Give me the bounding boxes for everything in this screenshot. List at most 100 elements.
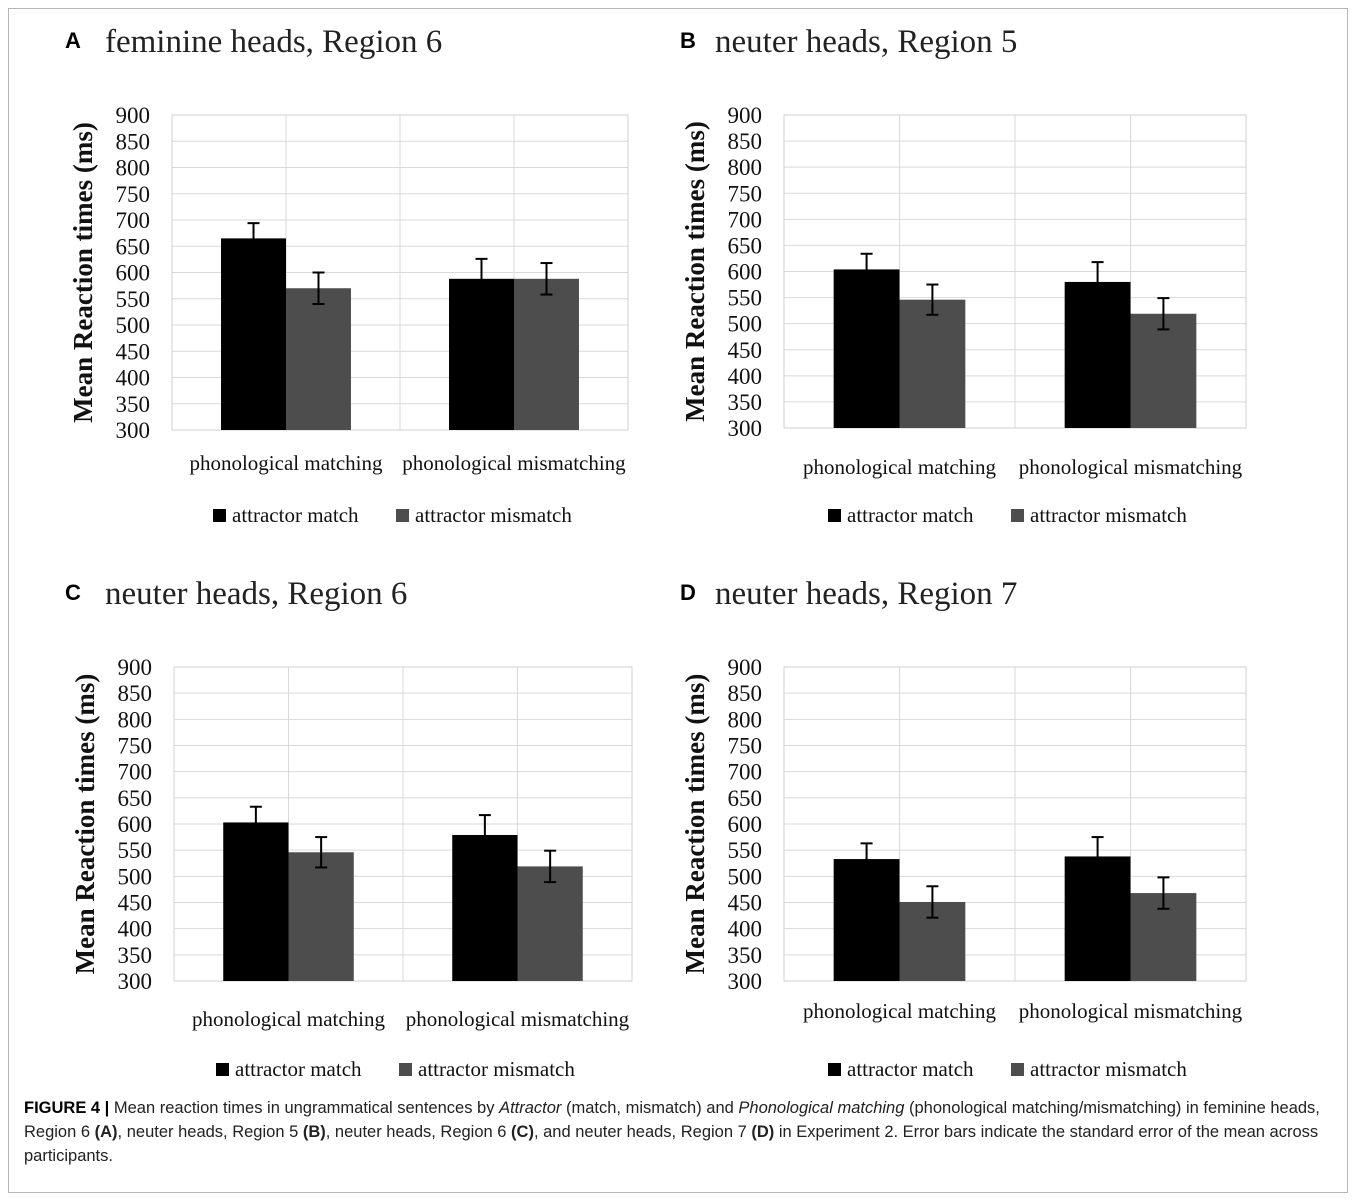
panel-a-y-tick-label: 600 — [116, 261, 151, 286]
panel-c-bar-mismatch-1 — [288, 852, 354, 981]
panel-c-bar-match-2 — [452, 834, 518, 981]
panel-a-category-label: phonological mismatching — [402, 451, 626, 475]
panel-c-letter: C — [65, 580, 81, 605]
panel-c-y-tick-label: 600 — [118, 812, 153, 837]
panel-d-y-tick-label: 850 — [728, 681, 763, 706]
panel-b-bar-mismatch-2 — [1130, 313, 1197, 428]
panel-d-bar-match-1 — [833, 859, 900, 981]
panel-d-plot-area — [783, 666, 1247, 982]
panel-d-y-tick-label: 400 — [728, 917, 763, 942]
panel-b-y-tick-label: 900 — [728, 103, 763, 128]
panel-d-y-tick-label: 600 — [728, 812, 763, 837]
caption-text-5: , neuter heads, Region 6 — [325, 1123, 512, 1141]
panel-c-legend-swatch-mismatch — [399, 1063, 412, 1076]
panel-a-legend-swatch-match — [213, 509, 226, 522]
panel-a-y-tick-label: 700 — [116, 208, 151, 233]
panel-b-bar-match-2 — [1064, 281, 1131, 428]
panel-d-legend-label-match: attractor match — [847, 1057, 974, 1081]
panel-b-title: neuter heads, Region 5 — [715, 24, 1017, 60]
panel-a-bar-mismatch-1 — [286, 288, 351, 430]
panel-c-y-axis-label: Mean Reaction times (ms) — [70, 674, 100, 975]
panel-c-y-tick-label: 300 — [118, 969, 153, 994]
panel-b-y-tick-label: 300 — [728, 416, 763, 441]
panel-c-category-label: phonological matching — [192, 1007, 386, 1031]
panel-b-y-tick-label: 850 — [728, 129, 763, 154]
panel-b-y-tick-label: 750 — [728, 181, 763, 206]
panel-b-y-tick-label: 450 — [728, 338, 763, 363]
panel-d-y-tick-label: 350 — [728, 943, 763, 968]
panel-c-title: neuter heads, Region 6 — [105, 576, 407, 612]
panel-b-category-label: phonological mismatching — [1019, 455, 1243, 479]
panel-c-y-tick-label: 850 — [118, 681, 153, 706]
panel-c-y-tick-label: 450 — [118, 891, 153, 916]
panel-b-y-axis-label: Mean Reaction times (ms) — [680, 121, 710, 422]
panel-c-y-tick-label: 500 — [118, 864, 153, 889]
caption-text-4: , neuter heads, Region 5 — [117, 1123, 303, 1141]
panel-d-legend-swatch-mismatch — [1011, 1063, 1024, 1076]
panel-d-y-tick-label: 450 — [728, 891, 763, 916]
panel-a-legend-label-mismatch: attractor mismatch — [415, 503, 572, 527]
caption-text-1: Mean reaction times in ungrammatical sen… — [109, 1099, 500, 1117]
caption-ref-c: (C) — [511, 1123, 534, 1141]
panel-b-legend-swatch-mismatch — [1011, 509, 1024, 522]
panel-a-y-tick-label: 650 — [116, 234, 151, 259]
panel-d-y-tick-label: 500 — [728, 864, 763, 889]
panel-a-bar-mismatch-2 — [514, 278, 579, 430]
panel-c-bar-mismatch-2 — [517, 866, 583, 981]
panel-c-category-label: phonological mismatching — [406, 1007, 630, 1031]
panel-c-bar-match-1 — [223, 822, 289, 981]
panel-c-y-tick-label: 700 — [118, 760, 153, 785]
panel-a-y-tick-label: 450 — [116, 339, 151, 364]
panel-a-legend-label-match: attractor match — [232, 503, 359, 527]
panel-a-title: feminine heads, Region 6 — [105, 24, 442, 60]
panel-c-y-tick-label: 350 — [118, 943, 153, 968]
panel-c-y-tick-label: 400 — [118, 917, 153, 942]
panel-b-y-tick-label: 500 — [728, 312, 763, 337]
panel-b-letter: B — [680, 28, 696, 53]
panel-b-legend-swatch-match — [828, 509, 841, 522]
caption-ref-b: (B) — [302, 1123, 326, 1141]
caption-term-attractor: Attractor — [499, 1099, 562, 1117]
caption-term-phonological: Phonological matching — [738, 1099, 905, 1117]
panel-c-y-tick-label: 750 — [118, 734, 153, 759]
panel-c-y-tick-label: 800 — [118, 707, 153, 732]
panel-a-y-tick-label: 750 — [116, 182, 151, 207]
panel-b-y-tick-label: 600 — [728, 260, 763, 285]
panel-b-y-tick-label: 800 — [728, 155, 763, 180]
panel-a-category-label: phonological matching — [189, 451, 383, 475]
panel-d-y-tick-label: 900 — [728, 655, 763, 680]
panel-d-legend-label-mismatch: attractor mismatch — [1030, 1057, 1187, 1081]
panel-d-bar-match-2 — [1064, 856, 1131, 981]
panel-c-legend-label-mismatch: attractor mismatch — [418, 1057, 575, 1081]
panel-a-bar-match-1 — [221, 238, 286, 430]
caption-ref-d: (D) — [751, 1123, 775, 1141]
panel-d-category-label: phonological mismatching — [1019, 999, 1243, 1023]
panel-b-y-tick-label: 550 — [728, 286, 763, 311]
figure-frame — [8, 8, 1348, 1193]
caption-text-3: (phonological matching/mismatching) in f… — [24, 1099, 1320, 1141]
panel-d-y-axis-label: Mean Reaction times (ms) — [680, 674, 710, 975]
panel-d-y-tick-label: 750 — [728, 734, 763, 759]
panel-d-letter: D — [680, 580, 696, 605]
panel-a-y-tick-label: 800 — [116, 156, 151, 181]
panel-a-plot-area — [171, 114, 629, 431]
panel-b-bar-mismatch-1 — [899, 299, 966, 428]
panel-a-bar-match-2 — [449, 278, 514, 430]
panel-d-legend-swatch-match — [828, 1063, 841, 1076]
panel-b-y-tick-label: 700 — [728, 207, 763, 232]
panel-a-y-tick-label: 350 — [116, 392, 151, 417]
panel-a-y-tick-label: 300 — [116, 418, 151, 443]
panel-b-category-label: phonological matching — [803, 455, 997, 479]
panel-d-category-label: phonological matching — [803, 999, 997, 1023]
panel-d-y-tick-label: 650 — [728, 786, 763, 811]
panel-a-legend-swatch-mismatch — [396, 509, 409, 522]
panel-a-y-tick-label: 400 — [116, 366, 151, 391]
panel-a-y-axis-label: Mean Reaction times (ms) — [68, 122, 98, 423]
caption-ref-a: (A) — [94, 1123, 118, 1141]
panel-a-y-tick-label: 900 — [116, 103, 151, 128]
panel-d-y-tick-label: 550 — [728, 838, 763, 863]
panel-c-legend-swatch-match — [216, 1063, 229, 1076]
panel-b-y-tick-label: 350 — [728, 390, 763, 415]
panel-c-y-tick-label: 650 — [118, 786, 153, 811]
